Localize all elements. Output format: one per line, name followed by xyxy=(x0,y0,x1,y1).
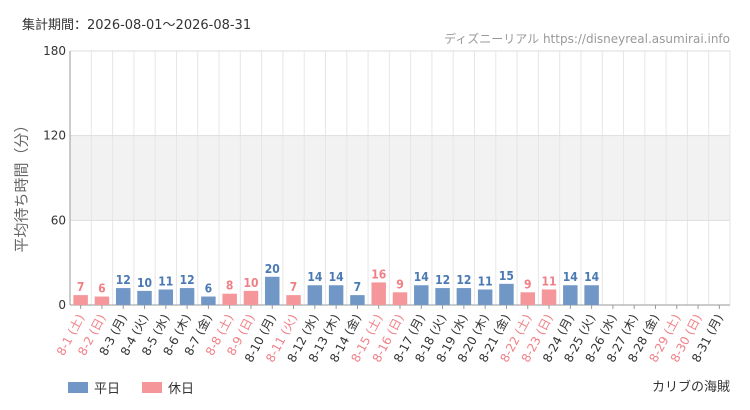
bar xyxy=(137,290,152,305)
data-label: 7 xyxy=(290,280,298,294)
data-label: 6 xyxy=(98,282,106,296)
data-label: 14 xyxy=(329,270,345,284)
data-label: 11 xyxy=(542,274,557,288)
data-label: 6 xyxy=(205,282,213,296)
bar xyxy=(456,288,472,305)
bar xyxy=(435,288,450,305)
legend-label-weekday: 平日 xyxy=(94,382,121,397)
data-label: 9 xyxy=(524,277,532,291)
y-tick-label: 60 xyxy=(51,213,66,227)
y-tick-label: 180 xyxy=(43,44,66,58)
data-label: 12 xyxy=(116,273,131,287)
data-label: 12 xyxy=(456,273,471,287)
bar xyxy=(307,285,323,305)
data-label: 14 xyxy=(563,270,579,284)
period-label: 集計期間：2026-08-01〜2026-08-31 xyxy=(22,18,252,33)
bar xyxy=(73,295,88,305)
data-label: 14 xyxy=(414,270,430,284)
source-label: ディズニーリアル https://disneyreal.asumirai.inf… xyxy=(444,32,730,46)
data-label: 9 xyxy=(396,277,404,291)
bar xyxy=(414,285,429,305)
data-label: 15 xyxy=(499,269,514,283)
bar xyxy=(371,282,386,305)
grid-band xyxy=(70,135,730,221)
data-label: 11 xyxy=(158,274,173,288)
data-label: 7 xyxy=(354,280,362,294)
bar xyxy=(265,276,280,305)
data-label: 14 xyxy=(584,270,600,284)
bar xyxy=(584,285,599,305)
y-tick-label: 0 xyxy=(58,298,66,312)
legend-item-holiday[interactable]: 休日 xyxy=(142,378,194,397)
data-label: 10 xyxy=(137,276,152,290)
legend-swatch-weekday xyxy=(68,382,88,393)
data-label: 20 xyxy=(265,262,280,276)
bar xyxy=(286,295,301,305)
bar xyxy=(158,289,174,305)
data-label: 16 xyxy=(371,267,386,281)
legend-label-holiday: 休日 xyxy=(168,382,195,397)
bar xyxy=(222,293,237,305)
bar xyxy=(115,288,131,305)
data-label: 12 xyxy=(435,273,450,287)
data-label: 14 xyxy=(307,270,323,284)
data-label: 11 xyxy=(478,274,493,288)
bar xyxy=(94,296,110,305)
y-tick-label: 120 xyxy=(43,129,66,143)
attraction-name: カリブの海賊 xyxy=(651,380,730,395)
legend: 平日 休日 xyxy=(68,378,208,397)
bar xyxy=(520,292,535,305)
bar xyxy=(328,285,344,305)
bar xyxy=(179,288,195,305)
bar xyxy=(477,289,493,305)
legend-swatch-holiday xyxy=(142,382,163,393)
bar xyxy=(201,296,216,305)
data-label: 7 xyxy=(77,280,85,294)
legend-item-weekday[interactable]: 平日 xyxy=(68,378,120,397)
data-label: 8 xyxy=(226,279,234,293)
data-label: 10 xyxy=(243,276,258,290)
data-label: 12 xyxy=(180,273,195,287)
bar xyxy=(499,283,514,305)
bar xyxy=(563,285,578,305)
bar xyxy=(243,290,259,305)
bar xyxy=(541,289,557,305)
bar xyxy=(392,292,408,305)
bar xyxy=(350,295,365,305)
